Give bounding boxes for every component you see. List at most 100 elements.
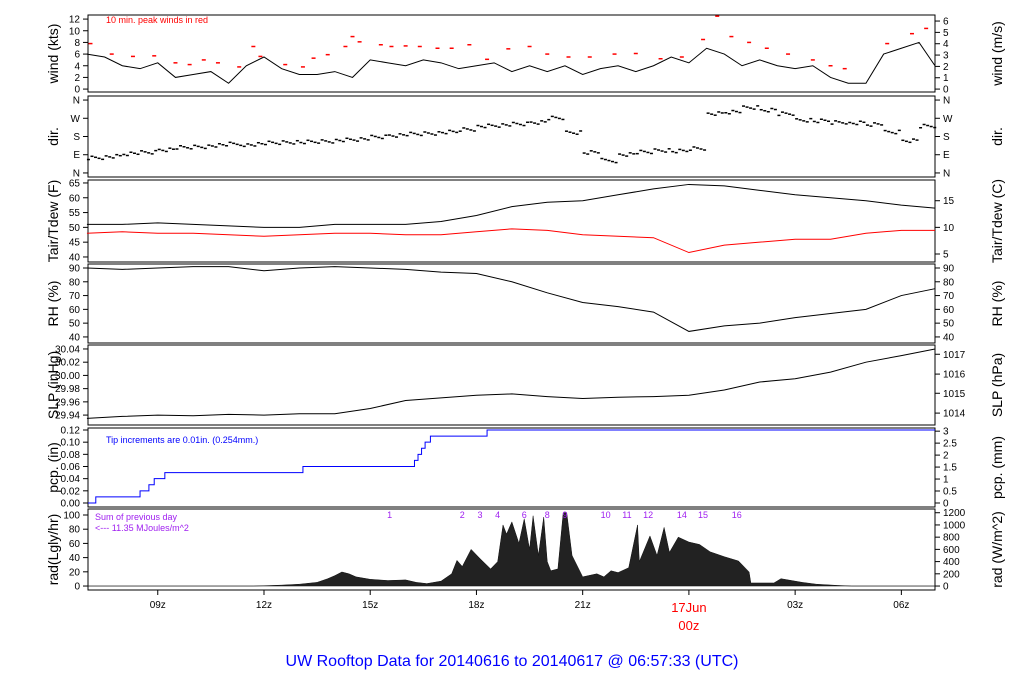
direction-point [678,148,682,151]
rh-right-tick-label: 50 [943,319,955,330]
direction-point [416,133,420,136]
direction-point [225,145,229,147]
direction-point [232,142,236,145]
direction-point [649,152,653,155]
hour-marker: 11 [622,510,631,520]
direction-point [529,121,533,123]
pcp-left-tick-label: 0.02 [61,486,81,497]
direction-point [402,134,406,136]
pcp-left-tick-label: 0.12 [61,426,81,437]
direction-point [118,154,122,157]
direction-point [214,146,218,148]
direction-point [324,140,328,142]
rh-left-tick-label: 60 [69,305,81,316]
direction-point [101,158,105,161]
direction-point [366,139,370,141]
hour-marker: 15 [698,510,708,520]
direction-point [168,147,172,149]
direction-point [706,112,710,114]
direction-point [671,150,675,153]
direction-point [805,121,809,123]
direction-point [646,151,650,154]
direction-point [444,132,448,135]
dir-right-tick-label: N [943,168,950,179]
direction-point [171,148,175,150]
direction-point [568,131,572,133]
direction-point [894,132,898,135]
radiation-area [86,512,935,587]
panel-temp: 40 45 50 55 60 65 5 10 15 Tair/Tdew (F) Tair/Tdew … [45,178,1005,263]
direction-point [727,113,731,115]
panel-rad: 020406080100020040060080010001200rad(Lgl… [45,508,1005,592]
direction-point [104,155,108,157]
panel-pcp: 0.000.020.040.060.080.100.12 00.511.522.5… [45,426,1005,510]
wind-left-tick-label: 8 [74,38,80,49]
hour-marker: 10 [601,510,611,520]
direction-point [575,133,579,135]
direction-point [837,121,841,123]
direction-point [628,152,632,154]
direction-point [929,125,933,128]
direction-point [596,152,600,154]
direction-point [791,114,795,116]
direction-point [94,156,98,159]
hour-marker: 8 [545,510,550,520]
direction-point [193,144,197,147]
direction-point [331,142,335,144]
direction-point [398,133,402,135]
rad-left-tick-label: 20 [69,567,81,578]
precip-step-line [88,429,935,504]
direction-point [348,138,352,141]
direction-point [150,153,154,155]
rad-right-tick-label: 1000 [943,520,966,531]
direction-point [157,148,161,151]
direction-point [483,126,487,129]
direction-point [203,147,207,150]
temp-left-tick-label: 45 [69,238,81,249]
direction-point [614,161,618,164]
direction-point [320,139,324,141]
pcp-left-tick-label: 0.04 [61,474,81,485]
direction-point [508,125,512,127]
direction-point [734,110,738,113]
direction-point [239,144,243,147]
direction-point [561,118,565,121]
direction-point [745,106,749,108]
direction-point [540,120,544,122]
direction-point [770,107,774,110]
direction-point [536,123,540,125]
direction-point [242,145,246,148]
direction-point [186,147,190,149]
direction-point [756,105,760,107]
direction-point [299,141,303,144]
direction-point [688,149,692,151]
direction-point [897,129,901,132]
panel-rh: 40 50 60 70 80 90 40 50 60 70 80 90 RH (%) RH (%) [45,263,1005,344]
direction-point [334,138,338,141]
direction-point [395,136,399,138]
direction-point [387,134,391,136]
direction-point [657,149,661,151]
rad-ylabel-right: rad (W/m^2) [989,511,1005,588]
slp-frame [87,344,936,426]
wind-left-tick-label: 6 [74,50,80,61]
direction-point [313,141,317,144]
direction-point [862,121,866,124]
direction-point [129,151,133,153]
direction-point [256,141,260,144]
direction-point [579,130,583,132]
direction-point [550,115,554,118]
direction-point [543,121,547,123]
direction-point [210,145,214,147]
rad-right-tick-label: 800 [943,533,960,544]
direction-point [419,134,423,137]
direction-point [472,130,476,132]
dir-right-tick-label: S [943,132,950,143]
wind-right-tick-label: 5 [943,28,949,39]
hour-marker: 3 [477,510,482,520]
pcp-left-tick-label: 0.10 [61,438,81,449]
direction-point [370,134,374,137]
slp-left-tick-label: 30.00 [55,371,80,382]
hour-marker: 4 [495,510,500,520]
